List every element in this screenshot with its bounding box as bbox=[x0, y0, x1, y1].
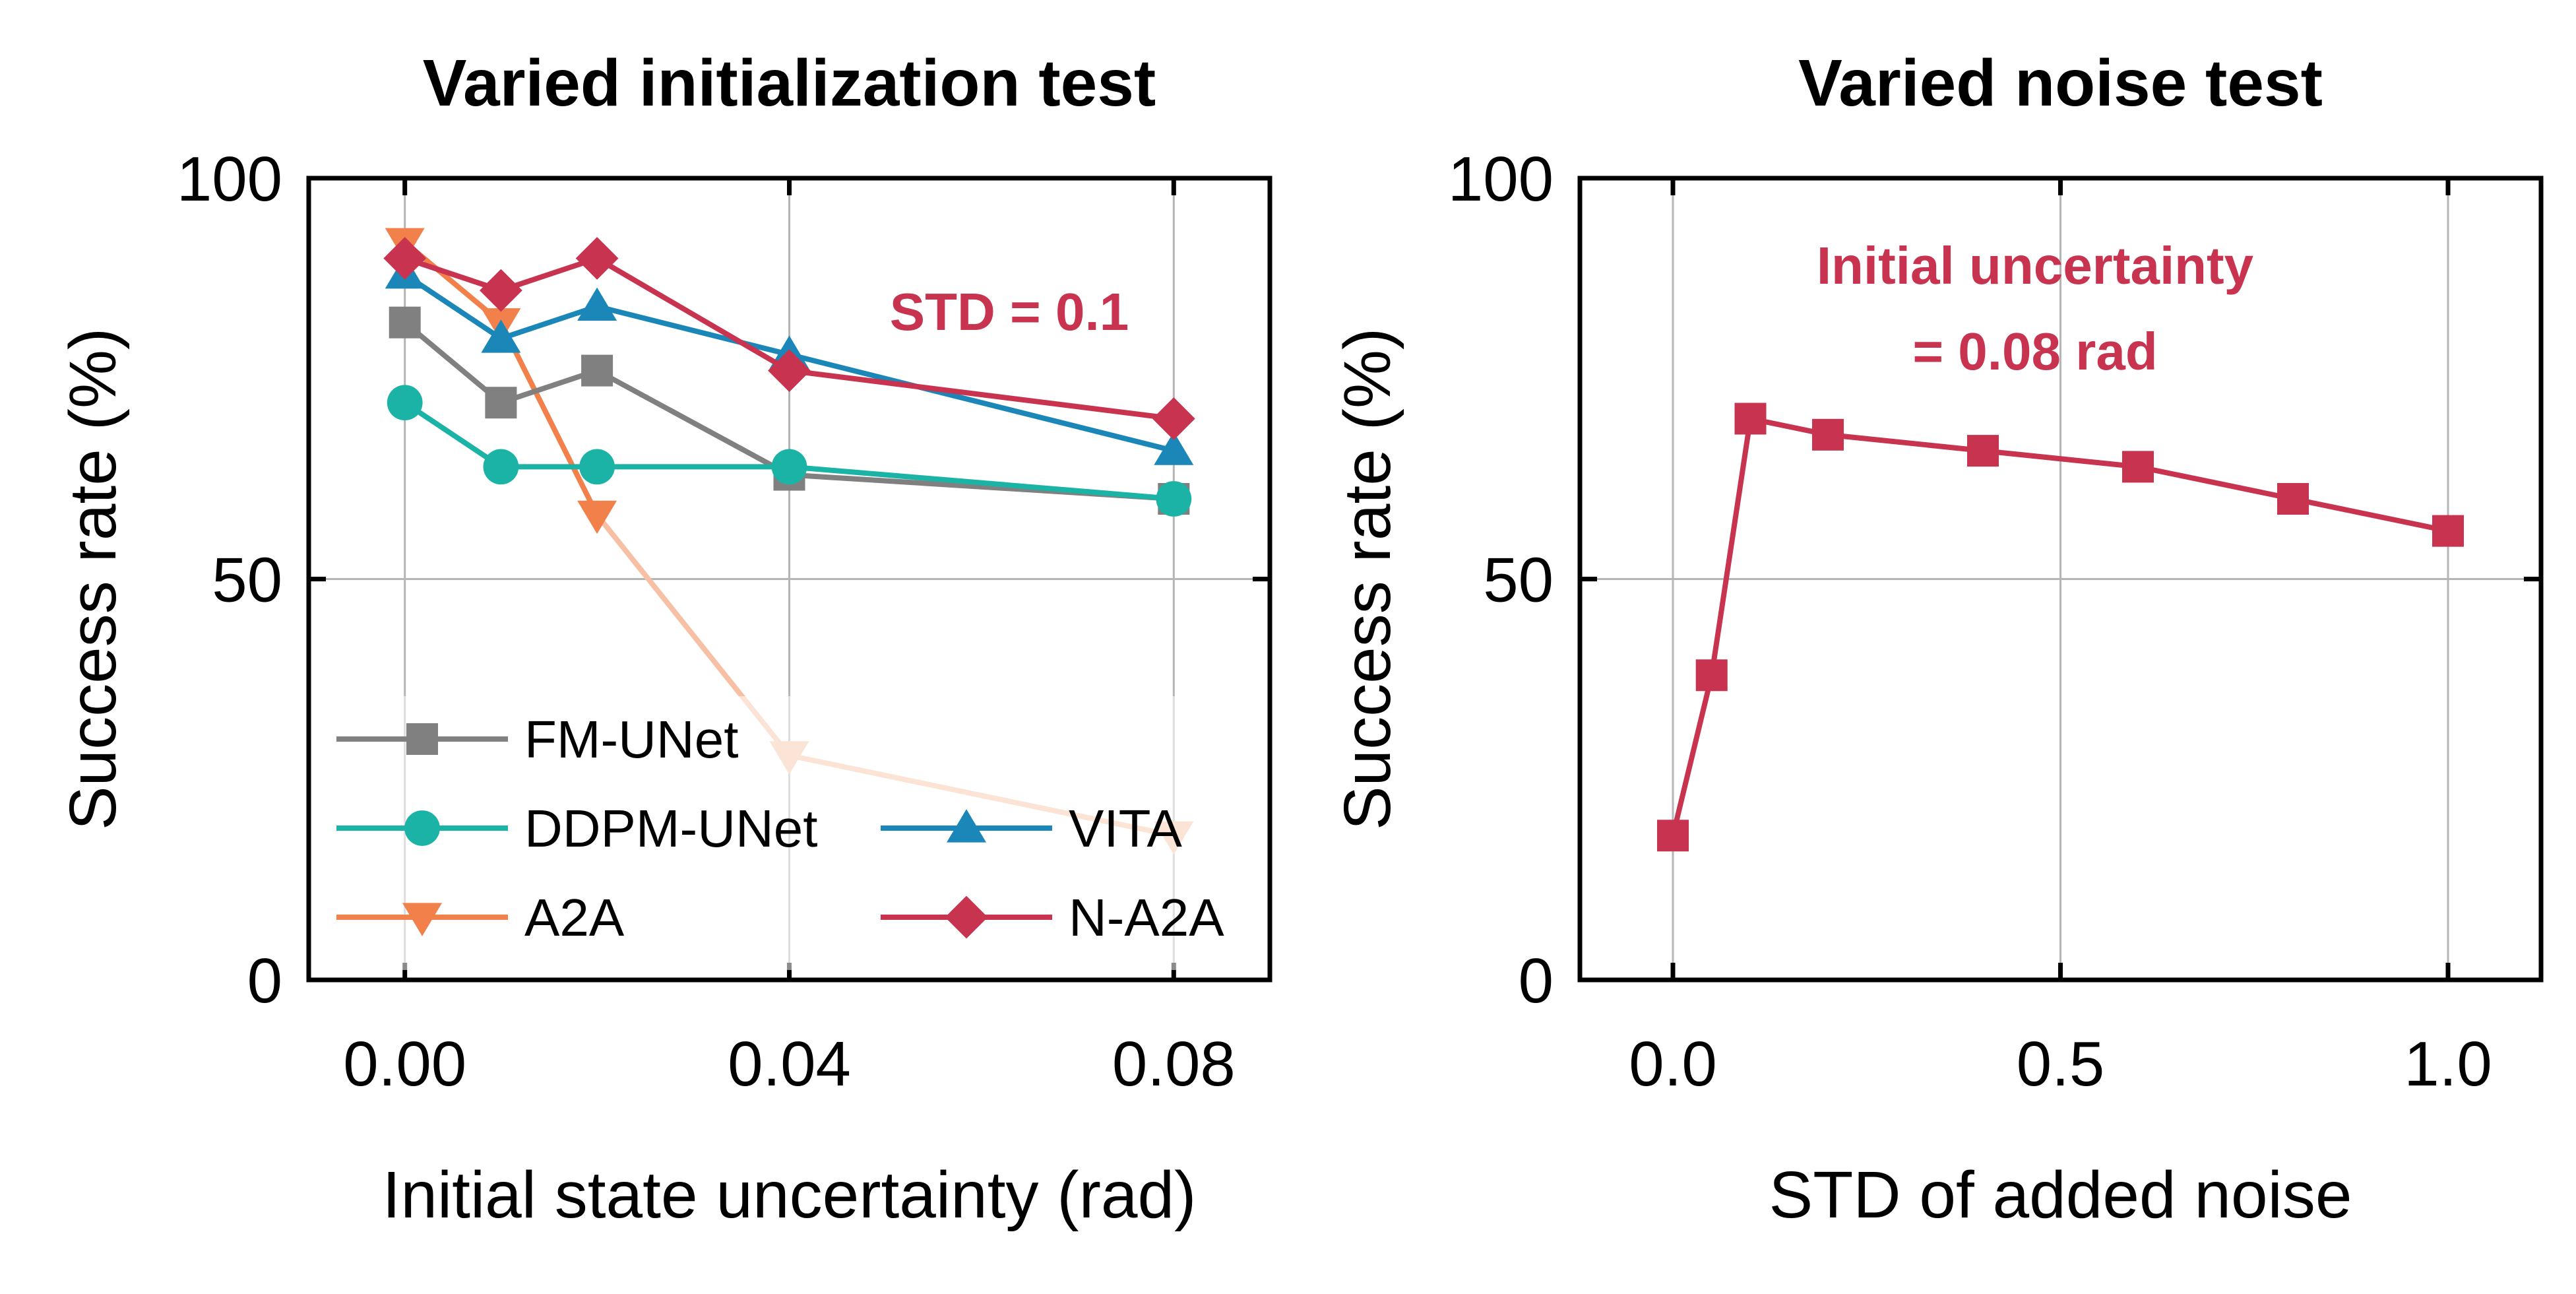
noise-chart: 0.0 0.5 1.0 0 50 100 Varied noise test Succes… bbox=[1331, 46, 2544, 1232]
data-point bbox=[483, 449, 519, 485]
data-point bbox=[1967, 435, 1999, 467]
x-tick-label: 0.04 bbox=[728, 1029, 851, 1099]
data-point bbox=[383, 237, 427, 280]
data-point bbox=[575, 237, 619, 280]
data-point bbox=[577, 500, 617, 534]
data-point bbox=[577, 287, 617, 321]
legend-label: DDPM-UNet bbox=[524, 799, 817, 858]
legend-marker bbox=[402, 903, 442, 936]
legend-item-n-a2a: N-A2A bbox=[881, 888, 1224, 947]
legend-item-ddpm-unet: DDPM-UNet bbox=[336, 799, 817, 858]
legend-marker bbox=[404, 810, 440, 846]
data-point bbox=[481, 319, 521, 353]
y-tick-label: 100 bbox=[1448, 144, 1554, 214]
data-point bbox=[1695, 659, 1728, 692]
data-point bbox=[771, 449, 807, 485]
y-axis-label: Success rate (%) bbox=[1331, 328, 1404, 830]
legend-label: VITA bbox=[1069, 799, 1183, 858]
legend-item-fm-unet: FM-UNet bbox=[336, 710, 738, 769]
y-tick-label: 0 bbox=[247, 946, 282, 1016]
data-point bbox=[485, 387, 517, 419]
legend-background bbox=[329, 696, 1252, 970]
data-point bbox=[387, 385, 423, 421]
legend-item-vita: VITA bbox=[881, 799, 1183, 858]
data-point bbox=[579, 449, 615, 485]
legend-label: FM-UNet bbox=[524, 710, 738, 769]
data-point bbox=[1154, 432, 1194, 465]
uncertainty-annotation-line-1: Initial uncertainty bbox=[1817, 236, 2254, 295]
x-tick-label: 0.0 bbox=[1629, 1029, 1716, 1099]
data-point bbox=[480, 269, 522, 312]
std-annotation: STD = 0.1 bbox=[890, 282, 1129, 341]
y-tick-label: 50 bbox=[212, 545, 282, 616]
x-tick-label: 1.0 bbox=[2404, 1029, 2492, 1099]
data-point bbox=[1734, 403, 1767, 435]
series-line bbox=[1670, 416, 2449, 837]
data-point bbox=[1156, 481, 1192, 517]
series-n-a2a bbox=[383, 237, 1195, 440]
y-tick-label: 100 bbox=[177, 144, 282, 214]
data-point bbox=[1812, 418, 1844, 451]
x-axis-label: STD of added noise bbox=[1769, 1158, 2352, 1232]
series-n-a2a bbox=[1657, 403, 2464, 852]
chart-title: Varied initialization test bbox=[423, 46, 1156, 120]
data-point bbox=[2122, 451, 2154, 483]
x-tick-label: 0.08 bbox=[1112, 1029, 1236, 1099]
legend-marker bbox=[947, 809, 986, 843]
y-tick-label: 50 bbox=[1483, 545, 1554, 616]
y-tick-label: 0 bbox=[1519, 946, 1554, 1016]
legend: A2A FM-UNet DDPM-UNet VITA N-A2A bbox=[329, 696, 1252, 970]
data-point bbox=[768, 349, 811, 392]
x-tick-label: 0.5 bbox=[2017, 1029, 2104, 1099]
chart-title: Varied noise test bbox=[1798, 46, 2323, 120]
legend-marker bbox=[945, 895, 988, 939]
uncertainty-annotation-line-2: = 0.08 rad bbox=[1912, 322, 2157, 381]
data-point bbox=[389, 306, 421, 339]
data-point bbox=[2432, 515, 2464, 547]
y-axis-label: Success rate (%) bbox=[56, 328, 130, 830]
legend-item-a2a: A2A bbox=[336, 888, 625, 947]
data-point bbox=[2277, 483, 2309, 515]
initialization-chart: 0.00 0.04 0.08 0 50 100 Varied initialization… bbox=[56, 46, 1272, 1232]
legend-label: A2A bbox=[524, 888, 625, 947]
legend-marker bbox=[406, 723, 438, 755]
series-ddpm-unet bbox=[387, 385, 1192, 517]
data-point bbox=[1657, 820, 1689, 852]
x-tick-label: 0.00 bbox=[343, 1029, 466, 1099]
x-axis-label: Initial state uncertainty (rad) bbox=[383, 1158, 1197, 1232]
legend-label: N-A2A bbox=[1069, 888, 1224, 947]
data-point bbox=[581, 354, 613, 387]
data-point bbox=[1152, 397, 1195, 440]
